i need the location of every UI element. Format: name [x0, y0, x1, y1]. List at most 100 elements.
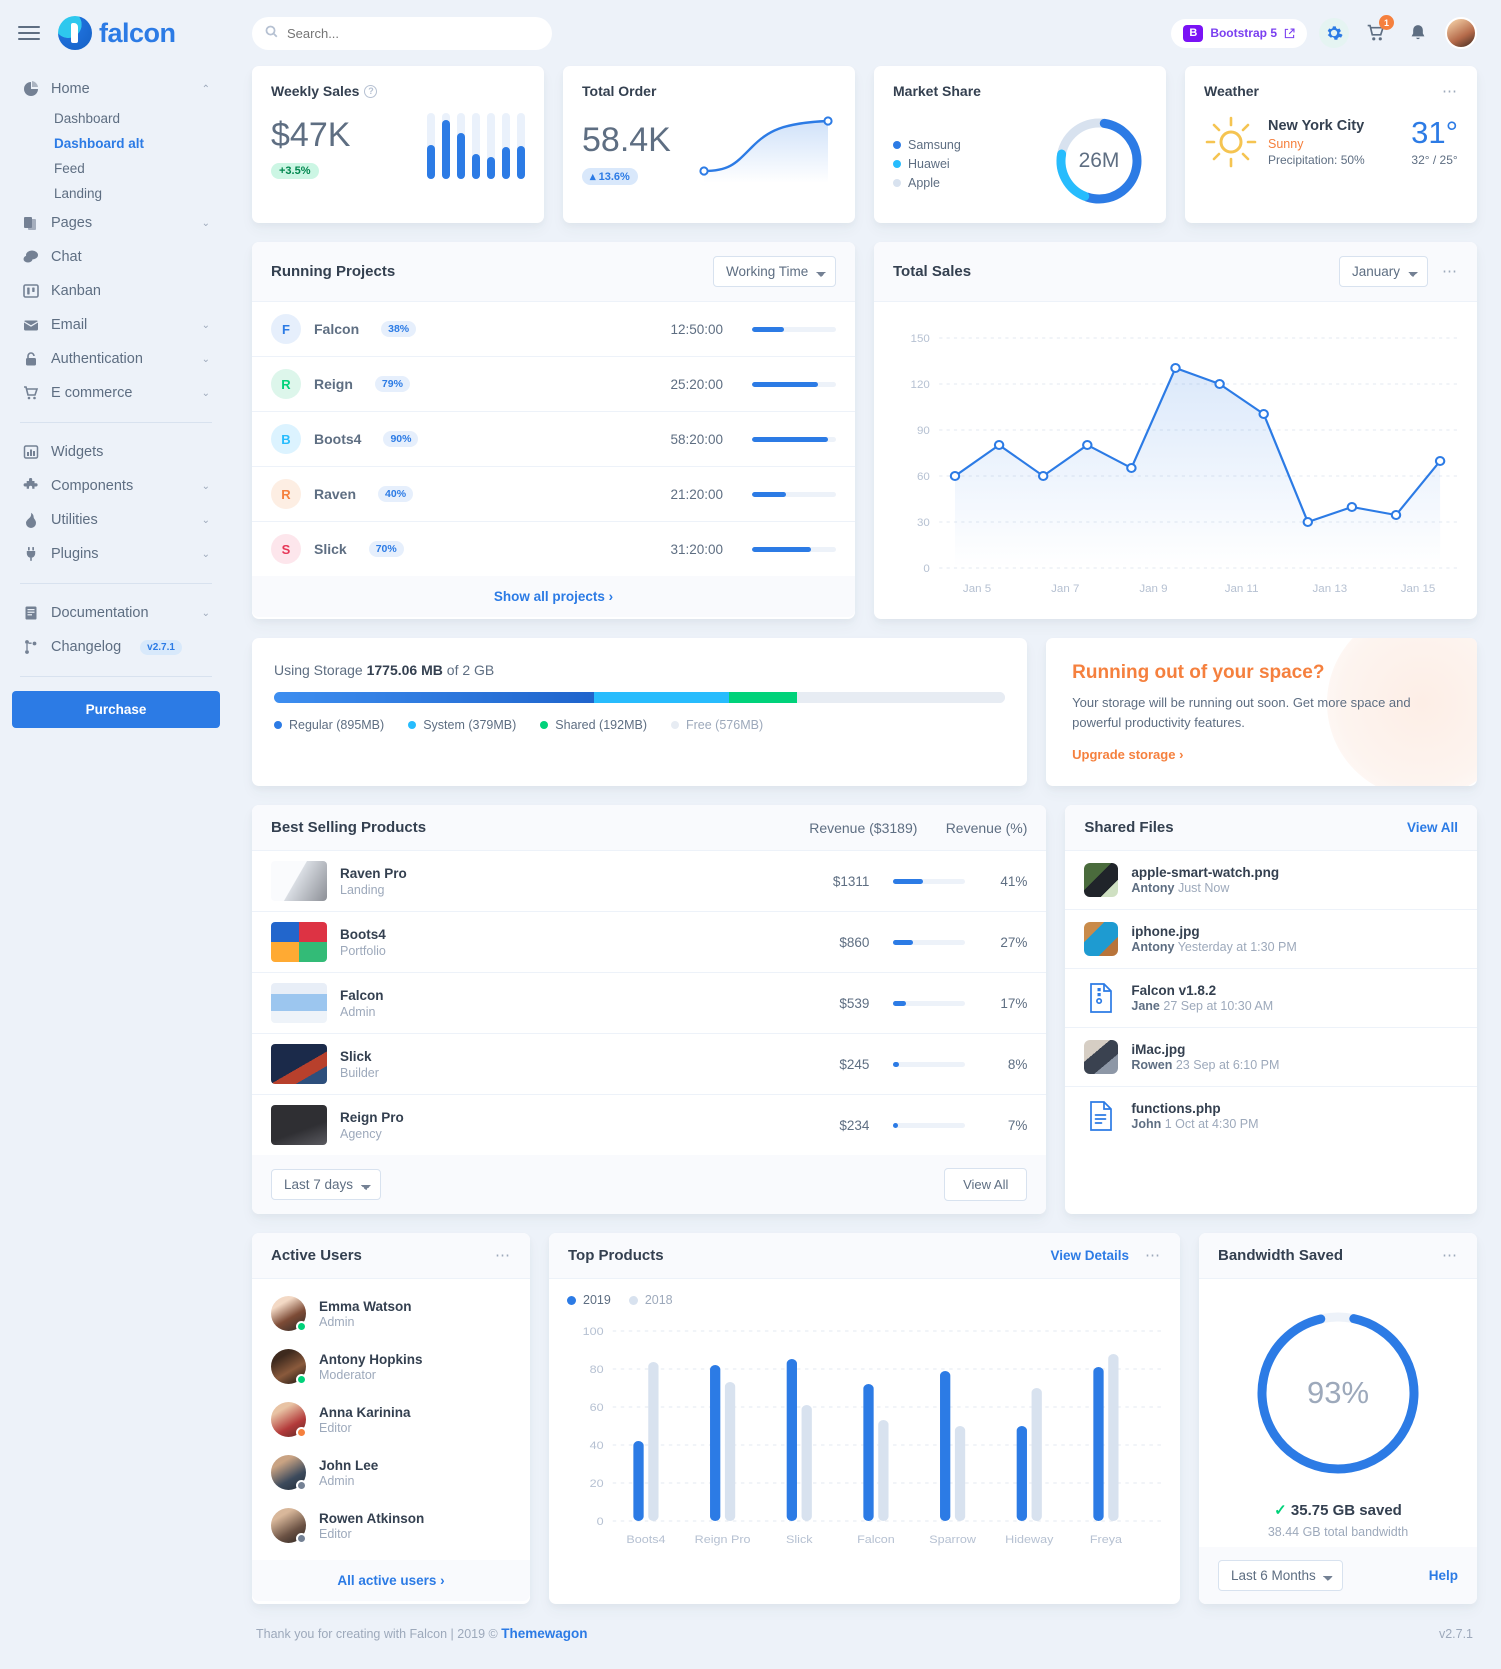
upgrade-storage-card: Running out of your space? Your storage … — [1046, 638, 1477, 787]
sidebar-divider — [20, 583, 212, 584]
product-revenue: $1311 — [832, 873, 870, 889]
brand-logo[interactable]: falcon — [58, 16, 176, 50]
sidebar-item-widgets[interactable]: Widgets — [12, 435, 220, 469]
all-active-users-link[interactable]: All active users › — [337, 1573, 445, 1589]
search-box[interactable] — [252, 16, 552, 50]
chat-icon — [22, 248, 40, 266]
chevron-up-icon[interactable]: ⌃ — [201, 83, 210, 95]
product-progress-bar — [893, 1000, 966, 1006]
chevron-down-icon[interactable]: ⌄ — [201, 548, 210, 560]
sidebar-item-email[interactable]: Email ⌄ — [12, 308, 220, 342]
shared-files-view-all-link[interactable]: View All — [1406, 820, 1458, 836]
svg-text:80: 80 — [590, 1363, 604, 1376]
active-users-footer: All active users › — [252, 1560, 530, 1602]
upgrade-storage-link[interactable]: Upgrade storage › — [1072, 747, 1184, 763]
sidebar-item-kanban[interactable]: Kanban — [12, 274, 220, 308]
chevron-down-icon[interactable]: ⌄ — [201, 387, 210, 399]
user-avatar[interactable] — [1445, 17, 1477, 49]
chevron-down-icon[interactable]: ⌄ — [201, 514, 210, 526]
themewagon-link[interactable]: Themewagon — [501, 1626, 588, 1642]
bandwidth-more-button[interactable]: ⋯ — [1442, 1247, 1458, 1265]
file-time: 27 Sep at 10:30 AM — [1163, 999, 1274, 1014]
list-item[interactable]: iphone.jpg Antony Yesterday at 1:30 PM — [1065, 910, 1477, 970]
user-name: Emma Watson — [319, 1298, 412, 1314]
sidebar-subitem-dashboard[interactable]: Dashboard — [54, 111, 121, 126]
sidebar-item-documentation[interactable]: Documentation ⌄ — [12, 596, 220, 630]
book-icon — [22, 604, 40, 622]
sidebar-item-chat[interactable]: Chat — [12, 240, 220, 274]
sidebar-item-pages[interactable]: Pages ⌄ — [12, 206, 220, 240]
sidebar-item-ecommerce[interactable]: E commerce ⌄ — [12, 376, 220, 410]
weather-more-button[interactable]: ⋯ — [1442, 82, 1458, 100]
sidebar-subitem-feed[interactable]: Feed — [54, 161, 85, 176]
list-item[interactable]: John Lee Admin — [252, 1446, 530, 1499]
cart-button[interactable]: 1 — [1361, 15, 1394, 48]
list-item[interactable]: iMac.jpg Rowen 23 Sep at 6:10 PM — [1065, 1028, 1477, 1088]
settings-button[interactable] — [1319, 18, 1349, 48]
table-row[interactable]: F Falcon 38% 12:50:00 — [252, 302, 855, 357]
view-all-products-button[interactable]: View All — [944, 1168, 1028, 1202]
bootstrap5-badge[interactable]: B Bootstrap 5 — [1171, 18, 1307, 48]
show-all-projects-link[interactable]: Show all projects › — [493, 589, 614, 604]
sidebar-item-utilities[interactable]: Utilities ⌄ — [12, 503, 220, 537]
sidebar-item-plugins[interactable]: Plugins ⌄ — [12, 537, 220, 571]
total-sales-more-button[interactable]: ⋯ — [1442, 263, 1458, 280]
market-share-card: Market Share Samsung Huawei Apple 26M — [874, 66, 1166, 223]
zip-file-icon — [1084, 981, 1118, 1015]
svg-text:0: 0 — [597, 1515, 604, 1528]
file-time: 1 Oct at 4:30 PM — [1164, 1117, 1259, 1132]
project-name: Slick — [314, 541, 347, 557]
chevron-down-icon[interactable]: ⌄ — [201, 607, 210, 619]
table-row[interactable]: Reign Pro Agency $234 7% — [252, 1095, 1046, 1155]
sidebar-subitem-dashboard-alt[interactable]: Dashboard alt — [54, 136, 145, 151]
top-products-more-button[interactable]: ⋯ — [1145, 1247, 1161, 1265]
table-row[interactable]: S Slick 70% 31:20:00 — [252, 522, 855, 576]
list-item[interactable]: Emma Watson Admin — [252, 1287, 530, 1340]
svg-text:Jan 13: Jan 13 — [1313, 583, 1348, 595]
bandwidth-range-select[interactable]: Last 6 Months — [1218, 1560, 1343, 1592]
date-range-select[interactable]: Last 7 days — [271, 1169, 381, 1201]
search-input[interactable] — [252, 16, 552, 50]
chevron-down-icon[interactable]: ⌄ — [201, 480, 210, 492]
table-row[interactable]: Slick Builder $245 8% — [252, 1034, 1047, 1096]
help-icon[interactable]: ? — [364, 84, 378, 98]
sidebar-subitem-landing[interactable]: Landing — [54, 186, 103, 201]
view-details-link[interactable]: View Details — [1050, 1248, 1129, 1264]
table-row[interactable]: R Raven 40% 21:20:00 — [252, 467, 855, 522]
chevron-down-icon[interactable]: ⌄ — [201, 217, 210, 229]
file-thumbnail — [1084, 863, 1119, 898]
product-thumbnail — [271, 983, 327, 1024]
list-item[interactable]: apple-smart-watch.png Antony Just Now — [1065, 851, 1477, 911]
hamburger-menu-icon[interactable] — [18, 22, 40, 45]
sidebar-item-changelog[interactable]: Changelog v2.7.1 — [12, 630, 220, 664]
table-row[interactable]: Raven Pro Landing $1311 41% — [252, 851, 1047, 913]
help-link[interactable]: Help — [1428, 1568, 1458, 1584]
chevron-down-icon[interactable]: ⌄ — [201, 319, 210, 331]
notifications-button[interactable] — [1403, 18, 1433, 48]
purchase-button[interactable]: Purchase — [12, 691, 220, 728]
sidebar-item-components[interactable]: Components ⌄ — [12, 469, 220, 503]
table-row[interactable]: Falcon Admin $539 17% — [252, 973, 1047, 1035]
sidebar-divider — [20, 422, 212, 423]
product-thumbnail — [271, 861, 327, 902]
table-row[interactable]: Boots4 Portfolio $860 27% — [252, 912, 1047, 974]
svg-text:Freya: Freya — [1090, 1533, 1123, 1546]
working-time-select[interactable]: Working Time — [713, 256, 836, 287]
table-row[interactable]: B Boots4 90% 58:20:00 — [252, 412, 855, 467]
list-item[interactable]: Antony Hopkins Moderator — [252, 1340, 530, 1393]
list-item[interactable]: functions.php John 1 Oct at 4:30 PM — [1065, 1087, 1477, 1145]
chevron-down-icon[interactable]: ⌄ — [201, 353, 210, 365]
product-percent: 8% — [1007, 1056, 1028, 1072]
sidebar-item-authentication[interactable]: Authentication ⌄ — [12, 342, 220, 376]
month-select[interactable]: January — [1339, 256, 1428, 287]
list-item[interactable]: Falcon v1.8.2 Jane 27 Sep at 10:30 AM — [1065, 969, 1477, 1029]
active-users-header: Active Users ⋯ — [252, 1233, 530, 1280]
list-item[interactable]: Anna Karinina Editor — [252, 1393, 530, 1446]
project-progress-bar — [752, 546, 836, 552]
list-item[interactable]: Rowen Atkinson Editor — [252, 1499, 530, 1552]
active-users-more-button[interactable]: ⋯ — [495, 1247, 511, 1265]
bandwidth-saved-text: ✓ 35.75 GB saved — [1274, 1502, 1402, 1520]
sidebar-item-home[interactable]: Home ⌃ — [12, 72, 220, 106]
product-name: Raven Pro — [340, 865, 407, 881]
table-row[interactable]: R Reign 79% 25:20:00 — [252, 357, 855, 412]
